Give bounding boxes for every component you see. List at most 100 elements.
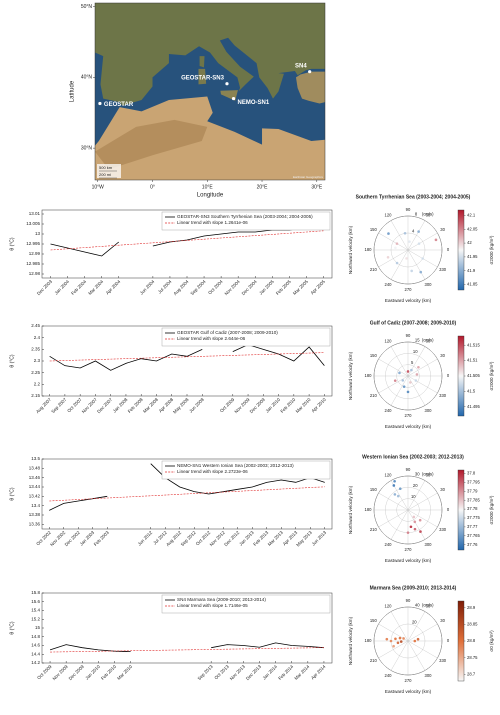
x-tick-label: Sep 2012 (180, 530, 198, 548)
colorbar-tick-label: 42 (467, 240, 472, 245)
x-axis-label: Eastward velocity (km) (385, 424, 432, 429)
theta-tick-label: 270 (405, 287, 413, 292)
colorbar-tick-label: 42.1 (467, 213, 476, 218)
y-tick-label: 13.42 (29, 494, 41, 499)
theta-grid (390, 611, 409, 642)
theta-grid (407, 480, 426, 511)
x-tick-label: Aug 2004 (172, 279, 190, 297)
colorbar-tick-label: 41.515 (467, 342, 480, 347)
y-tick-label: 15.4 (31, 608, 40, 613)
y-tick-label: 14.6 (31, 643, 40, 648)
x-tick-label: Jun 2008 (188, 397, 205, 414)
x-tick-label: 0° (150, 184, 155, 190)
x-tick-label: Mar 2013 (267, 530, 284, 547)
theta-tick-label: 150 (370, 618, 378, 623)
x-tick-label: Sep 2007 (50, 397, 68, 415)
colorbar-tick-label: 41.51 (467, 358, 478, 363)
r-unit: (cm/s) (422, 338, 434, 343)
x-axis-label: Eastward velocity (km) (385, 298, 432, 303)
scatter-point (415, 373, 419, 376)
colorbar-tick-label: 37.78 (467, 506, 478, 511)
colorbar-label: σ2000 (kg/m³) (489, 495, 494, 524)
scatter-point (409, 381, 412, 384)
theta-tick-label: 30 (440, 487, 445, 492)
theta-grid (378, 249, 409, 268)
scatter-point (396, 494, 400, 498)
scatter-point (419, 530, 422, 533)
legend-label: GEOSTAR Gulf of Cadiz (2007-2008; 2009-2… (177, 330, 278, 335)
theta-tick-label: 60 (426, 338, 431, 343)
station-label: GEOSTAR-SN3 (181, 75, 225, 81)
theta-tick-label: 240 (385, 673, 393, 678)
y-tick-label: 13.48 (29, 466, 41, 471)
theta-tick-label: 180 (365, 638, 373, 643)
x-tick-label: Dec 2009 (68, 664, 86, 682)
theta-tick-label: 330 (439, 393, 447, 398)
colorbar-tick-label: 37.785 (467, 497, 480, 502)
polar-title: Western Ionian Sea (2002-2003; 2012-2013… (362, 454, 464, 460)
legend-box (161, 460, 331, 480)
theta-tick-label: 180 (365, 507, 373, 512)
x-tick-label: Sep 2013 (197, 664, 215, 682)
theta-tick-label: 0 (447, 247, 450, 252)
y-tick-label: 12.995 (26, 241, 40, 246)
scatter-point (394, 637, 397, 641)
theta-tick-label: 90 (406, 207, 411, 212)
scatter-point (392, 644, 395, 648)
colorbar-tick-label: 41.505 (467, 373, 480, 378)
x-tick-label: Dec 2002 (64, 530, 82, 548)
scatter-point (385, 637, 389, 641)
theta-tick-label: 240 (385, 408, 393, 413)
scatter-point (414, 379, 418, 382)
x-tick-label: Nov 2004 (224, 279, 242, 297)
theta-tick-label: 180 (365, 373, 373, 378)
theta-tick-label: 300 (425, 542, 433, 547)
legend-box (161, 594, 331, 614)
theta-grid (390, 375, 409, 406)
y-tick-label: 13.4 (31, 503, 40, 508)
scatter-point (434, 238, 438, 242)
y-tick-label: 14.4 (31, 651, 40, 656)
theta-grid (407, 509, 426, 540)
scatter-point (389, 639, 393, 643)
theta-tick-label: 60 (426, 472, 431, 477)
r-tick-label: 15 (415, 338, 420, 343)
colorbar-tick-label: 37.77 (467, 524, 478, 529)
x-tick-label: Jun 2012 (137, 530, 154, 547)
y-tick-label: 12.99 (29, 251, 41, 256)
theta-tick-label: 30 (440, 353, 445, 358)
colorbar-tick-label: 28.9 (467, 605, 476, 610)
y-axis-label: Northward velocity (km) (348, 616, 353, 665)
anatolia (295, 71, 325, 104)
x-axis-label: Longitude (197, 193, 224, 199)
theta-grid (407, 492, 438, 511)
series-line (50, 647, 324, 653)
theta-grid (390, 640, 409, 671)
scatter-point (399, 640, 403, 643)
x-tick-label: Jan 2014 (262, 664, 279, 681)
legend-box (161, 327, 331, 347)
colorbar-tick-label: 41.9 (467, 268, 476, 273)
plot-frame (41, 325, 333, 397)
theta-tick-label: 270 (405, 678, 413, 683)
y-tick-label: 13.46 (29, 475, 41, 480)
theta-tick-label: 0 (447, 373, 450, 378)
attribution: Earthstar Geographics (293, 175, 324, 179)
r-unit: (cm/s) (422, 603, 434, 608)
scatter-point (417, 242, 421, 245)
scatter-point (406, 531, 410, 534)
scatter-point (409, 525, 413, 529)
x-tick-label: Jan 2005 (258, 279, 275, 296)
theta-tick-label: 330 (439, 527, 447, 532)
theta-grid (390, 509, 409, 540)
x-tick-label: Mar 2008 (142, 397, 159, 414)
y-tick-label: 13.005 (26, 221, 40, 226)
scatter-point (417, 230, 420, 233)
x-tick-label: Feb 2005 (275, 279, 292, 296)
scatter-point (417, 365, 420, 369)
scatter-point (392, 484, 396, 487)
scatter-point (406, 390, 410, 394)
y-tick-label: 12.98 (29, 271, 41, 276)
theta-grid (407, 640, 426, 671)
x-tick-label: Dec 2013 (245, 664, 263, 682)
